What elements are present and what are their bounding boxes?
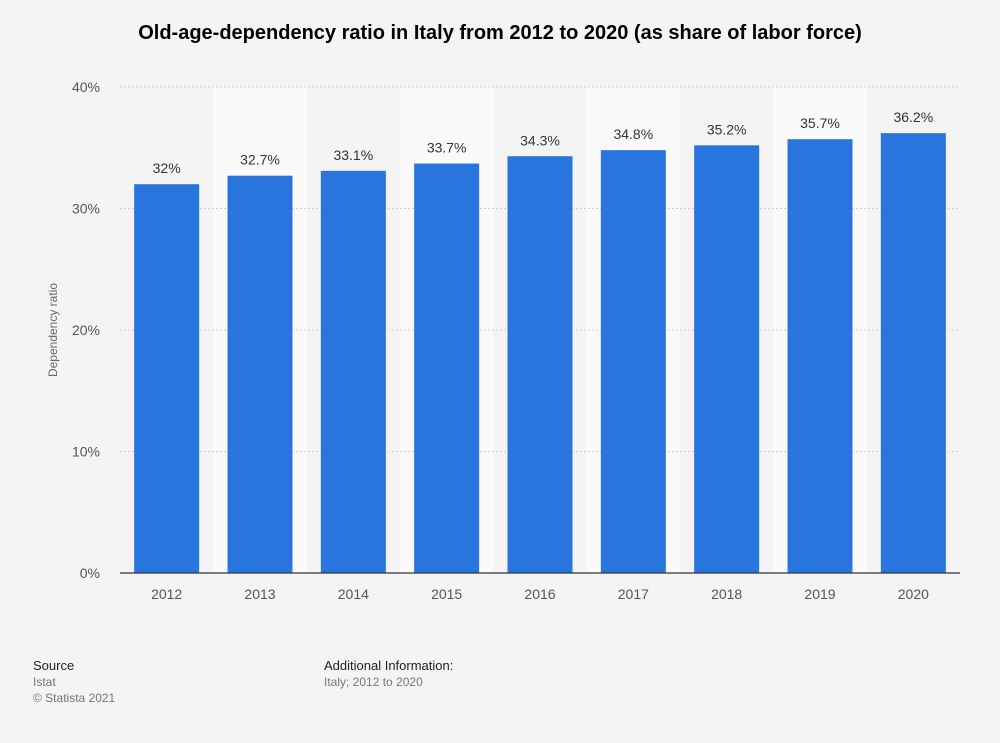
x-tick-label: 2013 xyxy=(244,586,275,602)
bar xyxy=(227,175,293,573)
bar xyxy=(787,139,853,573)
bar xyxy=(600,150,666,573)
bar xyxy=(694,145,760,573)
bar xyxy=(414,163,480,574)
x-tick-label: 2016 xyxy=(524,586,555,602)
y-tick-label: 40% xyxy=(72,79,100,95)
source-block: Source Istat © Statista 2021 xyxy=(33,658,115,706)
y-tick-label: 20% xyxy=(72,322,100,338)
data-label: 35.7% xyxy=(800,115,840,131)
x-tick-label: 2015 xyxy=(431,586,462,602)
data-label: 32% xyxy=(153,160,181,176)
bar xyxy=(507,156,573,573)
bar xyxy=(134,184,200,573)
x-tick-label: 2014 xyxy=(338,586,369,602)
bar xyxy=(320,170,386,573)
additional-info-text: Italy; 2012 to 2020 xyxy=(324,675,423,689)
data-label: 32.7% xyxy=(240,152,280,168)
chart-title: Old-age-dependency ratio in Italy from 2… xyxy=(138,22,862,44)
y-tick-label: 10% xyxy=(72,444,100,460)
y-axis-label: Dependency ratio xyxy=(46,283,60,377)
data-label: 34.3% xyxy=(520,132,560,148)
y-tick-label: 0% xyxy=(80,565,100,581)
additional-info-heading: Additional Information: xyxy=(324,658,454,673)
y-tick-label: 30% xyxy=(72,201,100,217)
data-label: 35.2% xyxy=(707,121,747,137)
data-label: 36.2% xyxy=(893,109,933,125)
data-label: 34.8% xyxy=(613,126,653,142)
source-name: Istat xyxy=(33,675,56,689)
x-tick-label: 2012 xyxy=(151,586,182,602)
copyright-text: © Statista 2021 xyxy=(33,691,116,705)
additional-info-block: Additional Information: Italy; 2012 to 2… xyxy=(324,658,453,690)
x-tick-label: 2020 xyxy=(898,586,929,602)
data-label: 33.1% xyxy=(333,147,373,163)
bar xyxy=(880,133,946,574)
x-tick-label: 2019 xyxy=(804,586,835,602)
x-tick-label: 2017 xyxy=(618,586,649,602)
x-tick-label: 2018 xyxy=(711,586,742,602)
data-label: 33.7% xyxy=(427,140,467,156)
source-heading: Source xyxy=(33,658,75,673)
